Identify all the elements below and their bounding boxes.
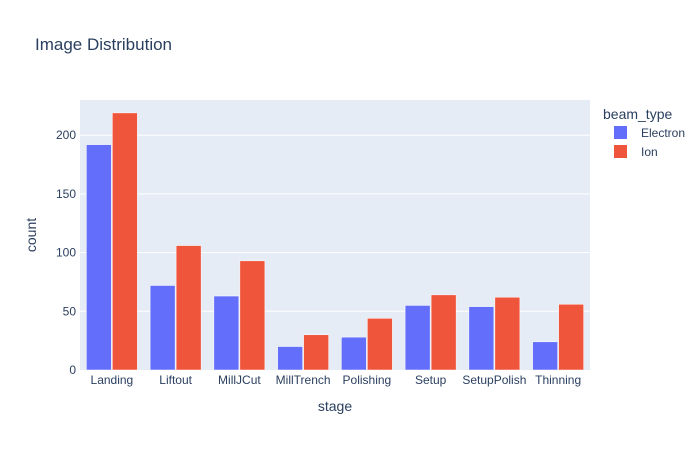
bar-electron-thinning [532, 341, 558, 371]
legend-swatch-ion [614, 145, 627, 158]
legend-items: Electron Ion [614, 126, 685, 159]
bar-electron-landing [86, 144, 112, 371]
y-tick-label: 150 [56, 187, 76, 201]
bar-ion-setup [430, 294, 457, 371]
bar-ion-milltrench [303, 334, 329, 371]
bar-electron-polishing [341, 336, 367, 371]
y-tick-label: 0 [69, 363, 76, 377]
chart-title: Image Distribution [35, 35, 172, 54]
x-axis-label: stage [318, 398, 352, 414]
x-tick-label: Landing [91, 373, 134, 387]
x-tick-label: SetupPolish [462, 373, 526, 387]
bar-ion-thinning [558, 304, 584, 371]
bar-electron-setup [404, 305, 431, 371]
x-tick-label: MillTrench [276, 373, 331, 387]
bar-electron-setuppolish [468, 306, 495, 371]
x-tick-label: Liftout [159, 373, 192, 387]
legend-label-ion: Ion [641, 145, 658, 159]
x-axis-ticks: Landing Liftout MillJCut MillTrench Polishin… [91, 373, 582, 387]
x-tick-label: MillJCut [218, 373, 261, 387]
legend: beam_type Electron Ion [603, 106, 685, 159]
y-axis-ticks: 0 50 100 150 200 [56, 128, 76, 377]
bar-ion-liftout [175, 245, 202, 371]
bar-electron-liftout [149, 285, 176, 371]
x-tick-label: Polishing [343, 373, 392, 387]
y-tick-label: 50 [63, 304, 77, 318]
bars [86, 112, 584, 371]
legend-swatch-electron [614, 126, 627, 139]
legend-title: beam_type [603, 106, 672, 122]
legend-label-electron: Electron [641, 126, 685, 140]
bar-ion-landing [112, 112, 138, 371]
y-axis-label: count [23, 218, 39, 252]
bar-electron-milljcut [213, 295, 240, 371]
x-tick-label: Setup [415, 373, 447, 387]
bar-electron-milltrench [277, 346, 303, 371]
y-tick-label: 100 [56, 246, 76, 260]
y-tick-label: 200 [56, 128, 76, 142]
bar-ion-setuppolish [494, 296, 521, 371]
x-tick-label: Thinning [535, 373, 581, 387]
bar-ion-polishing [367, 318, 393, 371]
bar-ion-milljcut [239, 260, 266, 371]
